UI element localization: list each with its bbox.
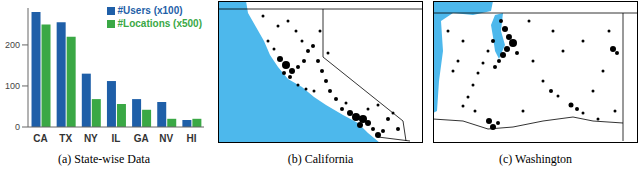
html-text:(c) Washington: (c) Washington <box>498 152 573 166</box>
svg-text:100: 100 <box>8 81 20 91</box>
svg-text:200: 200 <box>8 40 20 50</box>
svg-text:CA: CA <box>33 133 47 144</box>
svg-text:HI: HI <box>186 133 196 144</box>
html-text:(b) California: (b) California <box>287 152 354 166</box>
html-text:#Locations (x500): #Locations (x500) <box>117 18 202 29</box>
svg-text:NV: NV <box>159 133 173 144</box>
html-text:(a) State-wise Data: (a) State-wise Data <box>58 152 150 166</box>
svg-text:0: 0 <box>15 122 20 132</box>
svg-text:NY: NY <box>84 133 98 144</box>
svg-text:IL: IL <box>112 133 121 144</box>
html-text:#Users (x100): #Users (x100) <box>117 5 183 16</box>
svg-text:TX: TX <box>59 133 72 144</box>
svg-text:GA: GA <box>134 133 149 144</box>
